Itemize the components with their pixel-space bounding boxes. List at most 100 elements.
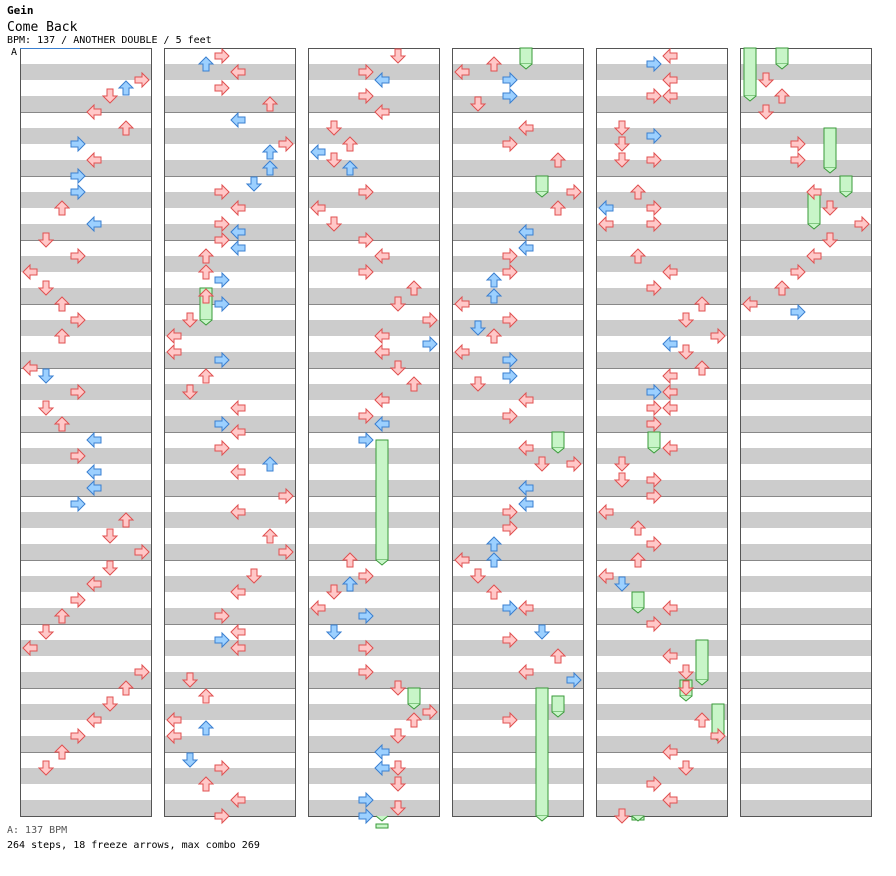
arrow-up	[197, 688, 215, 704]
arrow-up	[405, 280, 423, 296]
arrow-down	[533, 624, 551, 640]
freeze-body	[631, 591, 645, 609]
arrow-down	[245, 176, 263, 192]
arrow-left	[598, 199, 614, 217]
beat-stripe	[308, 64, 440, 80]
arrow-right	[358, 807, 374, 825]
beat-stripe	[164, 704, 296, 720]
arrow-left	[742, 295, 758, 313]
arrow-left	[22, 263, 38, 281]
arrow-right	[502, 367, 518, 385]
bpm-marker: A	[11, 47, 18, 58]
beat-stripe	[596, 288, 728, 304]
beat-stripe	[164, 256, 296, 272]
arrow-right	[646, 383, 662, 401]
arrow-up	[485, 552, 503, 568]
arrow-up	[261, 96, 279, 112]
arrow-left	[86, 463, 102, 481]
beat-stripe	[20, 224, 152, 240]
arrow-left	[310, 143, 326, 161]
arrow-left	[230, 583, 246, 601]
column-border	[740, 48, 872, 817]
beat-stripe	[596, 352, 728, 368]
beat-stripe	[308, 768, 440, 784]
arrow-down	[181, 672, 199, 688]
arrow-left	[662, 335, 678, 353]
arrow-up	[485, 536, 503, 552]
arrow-right	[134, 543, 150, 561]
arrow-up	[117, 512, 135, 528]
beat-stripe	[20, 384, 152, 400]
beat-stripe	[20, 64, 152, 80]
arrow-right	[502, 519, 518, 537]
arrow-left	[374, 327, 390, 345]
arrow-down	[677, 760, 695, 776]
arrow-right	[214, 271, 230, 289]
arrow-up	[341, 552, 359, 568]
freeze-tail	[743, 95, 757, 102]
beat-stripe	[740, 192, 872, 208]
beat-stripe	[740, 320, 872, 336]
freeze-tail	[407, 703, 421, 710]
arrow-right	[790, 151, 806, 169]
beat-stripe	[452, 160, 584, 176]
arrow-right	[70, 727, 86, 745]
arrow-right	[214, 231, 230, 249]
beat-stripe	[308, 512, 440, 528]
column-border	[308, 48, 440, 817]
freeze-tail	[375, 815, 389, 822]
arrow-right	[214, 351, 230, 369]
arrow-right	[502, 311, 518, 329]
arrow-right	[278, 135, 294, 153]
beat-stripe	[164, 288, 296, 304]
beat-stripe	[740, 256, 872, 272]
arrow-up	[485, 272, 503, 288]
song-title: Come Back	[7, 20, 78, 35]
arrow-right	[646, 279, 662, 297]
artist-name: Gein	[7, 4, 34, 17]
arrow-left	[806, 183, 822, 201]
arrow-left	[662, 71, 678, 89]
beat-stripe	[20, 800, 152, 816]
arrow-right	[70, 311, 86, 329]
arrow-down	[613, 120, 631, 136]
arrow-down	[101, 528, 119, 544]
beat-stripe	[20, 288, 152, 304]
arrow-up	[261, 160, 279, 176]
arrow-up	[117, 80, 135, 96]
arrow-right	[358, 663, 374, 681]
arrow-left	[518, 663, 534, 681]
arrow-up	[405, 376, 423, 392]
beat-stripe	[308, 800, 440, 816]
beat-stripe	[20, 608, 152, 624]
beat-stripe	[164, 608, 296, 624]
arrow-right	[358, 567, 374, 585]
arrow-down	[677, 680, 695, 696]
beat-stripe	[308, 544, 440, 560]
arrow-left	[598, 503, 614, 521]
arrow-right	[358, 639, 374, 657]
arrow-down	[389, 680, 407, 696]
beat-stripe	[164, 800, 296, 816]
arrow-left	[230, 463, 246, 481]
arrow-up	[197, 248, 215, 264]
arrow-left	[230, 791, 246, 809]
beat-stripe	[740, 768, 872, 784]
beat-stripe	[308, 96, 440, 112]
arrow-up	[405, 712, 423, 728]
arrow-right	[214, 759, 230, 777]
arrow-right	[502, 135, 518, 153]
beat-stripe	[452, 320, 584, 336]
beat-stripe	[596, 544, 728, 560]
arrow-up	[549, 152, 567, 168]
column-border	[164, 48, 296, 817]
beat-stripe	[596, 416, 728, 432]
arrow-right	[502, 351, 518, 369]
arrow-down	[37, 624, 55, 640]
arrow-left	[166, 343, 182, 361]
arrow-down	[389, 728, 407, 744]
arrow-right	[646, 615, 662, 633]
arrow-right	[358, 183, 374, 201]
arrow-down	[469, 96, 487, 112]
